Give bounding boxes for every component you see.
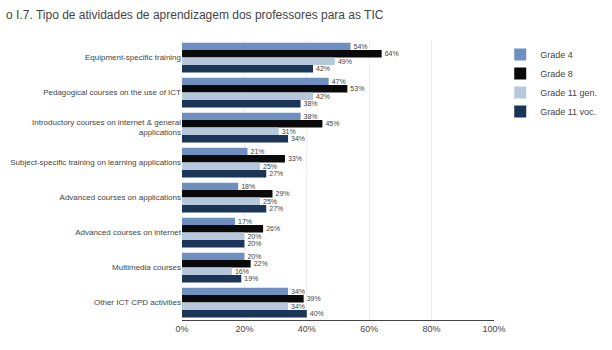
svg-text:42%: 42% [316, 93, 330, 100]
svg-text:27%: 27% [269, 170, 283, 177]
svg-text:60%: 60% [360, 324, 378, 334]
svg-text:20%: 20% [247, 240, 261, 247]
svg-text:27%: 27% [269, 205, 283, 212]
svg-text:Grade 8: Grade 8 [540, 69, 573, 79]
svg-text:47%: 47% [332, 78, 346, 85]
svg-text:53%: 53% [350, 85, 364, 92]
svg-text:100%: 100% [482, 324, 505, 334]
svg-text:34%: 34% [291, 135, 305, 142]
svg-text:26%: 26% [266, 225, 280, 232]
svg-text:Grade 11 gen.: Grade 11 gen. [540, 88, 597, 98]
svg-text:45%: 45% [325, 120, 339, 127]
svg-text:Introductory courses on intern: Introductory courses on internet & gener… [32, 118, 181, 137]
svg-text:38%: 38% [304, 113, 318, 120]
svg-text:54%: 54% [353, 43, 367, 50]
svg-text:39%: 39% [307, 295, 321, 302]
svg-text:33%: 33% [288, 155, 302, 162]
svg-text:25%: 25% [263, 163, 277, 170]
svg-text:29%: 29% [275, 190, 289, 197]
svg-text:34%: 34% [291, 303, 305, 310]
svg-text:22%: 22% [254, 260, 268, 267]
svg-text:20%: 20% [247, 233, 261, 240]
svg-text:40%: 40% [310, 310, 324, 317]
svg-text:o I.7. Tipo de atividades de a: o I.7. Tipo de atividades de aprendizage… [6, 8, 384, 22]
svg-text:20%: 20% [235, 324, 253, 334]
svg-text:34%: 34% [291, 288, 305, 295]
svg-text:Advanced courses on internet: Advanced courses on internet [75, 228, 182, 237]
svg-text:Other ICT CPD activities: Other ICT CPD activities [94, 298, 181, 307]
svg-text:Grade 11 voc.: Grade 11 voc. [540, 107, 596, 117]
svg-text:Multimedia courses: Multimedia courses [112, 263, 181, 272]
svg-text:20%: 20% [247, 253, 261, 260]
svg-text:49%: 49% [338, 58, 352, 65]
svg-text:Subject-specific training on l: Subject-specific training on learning ap… [10, 158, 181, 167]
svg-text:Equipment-specific training: Equipment-specific training [85, 53, 181, 62]
svg-text:38%: 38% [304, 100, 318, 107]
svg-text:25%: 25% [263, 198, 277, 205]
svg-text:42%: 42% [316, 65, 330, 72]
svg-text:Advanced courses on applicatio: Advanced courses on applications [60, 193, 181, 202]
svg-text:40%: 40% [298, 324, 316, 334]
svg-text:21%: 21% [251, 148, 265, 155]
svg-text:16%: 16% [235, 268, 249, 275]
svg-text:17%: 17% [238, 218, 252, 225]
svg-text:18%: 18% [241, 183, 255, 190]
svg-text:31%: 31% [282, 128, 296, 135]
svg-text:80%: 80% [423, 324, 441, 334]
svg-text:64%: 64% [385, 50, 399, 57]
svg-text:Pedagogical courses on the use: Pedagogical courses on the use of ICT [43, 88, 181, 97]
svg-text:Grade 4: Grade 4 [540, 50, 573, 60]
svg-text:19%: 19% [244, 275, 258, 282]
svg-text:0%: 0% [175, 324, 188, 334]
